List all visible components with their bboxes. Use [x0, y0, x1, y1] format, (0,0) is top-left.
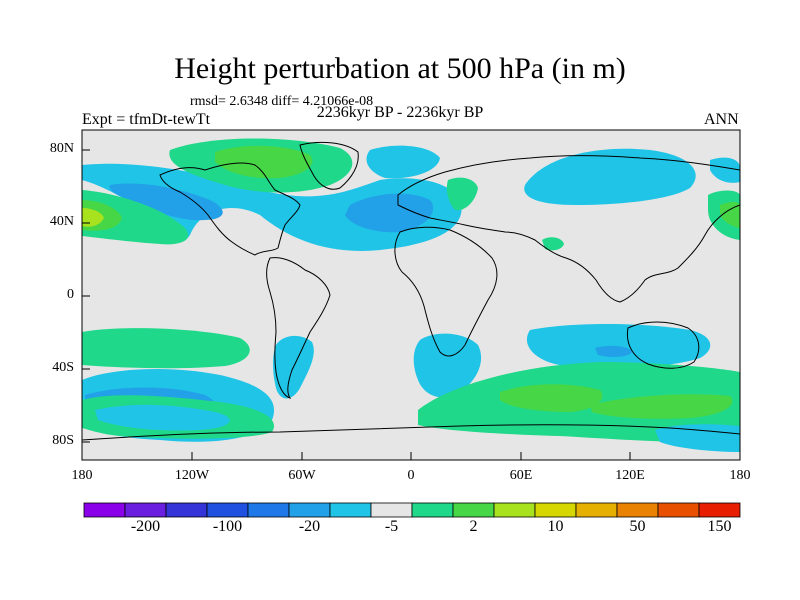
colorbar-swatch — [329, 502, 372, 518]
colorbar-swatch — [575, 502, 618, 518]
colorbar-swatch — [411, 502, 454, 518]
colorbar-label: -5 — [384, 518, 399, 535]
lon-label-0: 0 — [407, 468, 415, 483]
coastline-south-america — [266, 257, 331, 399]
contour-region — [82, 190, 189, 245]
colorbar-label: -100 — [212, 518, 243, 535]
coastline-greenland — [299, 141, 359, 190]
coastline-antarctica — [82, 424, 740, 460]
contour-field — [82, 130, 740, 460]
colorbar-swatch — [698, 502, 741, 518]
lat-label-80s: 80S — [52, 433, 74, 448]
colorbar-label: 2 — [469, 518, 478, 535]
colorbar-swatch — [247, 502, 290, 518]
lon-label-180w: 180 — [71, 468, 93, 483]
colorbar-swatch — [165, 502, 208, 518]
contour-region — [366, 145, 440, 179]
contour-region — [655, 424, 740, 452]
contour-region — [446, 177, 478, 211]
colorbar-swatch — [124, 502, 167, 518]
colorbar-swatch — [452, 502, 495, 518]
experiment-label: Expt = tfmDt-tewTt — [82, 111, 211, 128]
coastline-africa — [394, 226, 498, 357]
lat-label-40n: 40N — [49, 214, 74, 229]
coastline-australia — [626, 321, 700, 369]
period-label: 2236kyr BP - 2236kyr BP — [316, 104, 484, 121]
lat-label-80n: 80N — [49, 141, 74, 156]
lon-label-120e: 120E — [615, 468, 645, 483]
lon-label-180e: 180 — [729, 468, 751, 483]
colorbar-swatch — [288, 502, 331, 518]
contour-region — [595, 345, 632, 357]
lat-label-0: 0 — [67, 287, 74, 302]
plot-title: Height perturbation at 500 hPa (in m) — [174, 52, 626, 85]
colorbar-label: 10 — [547, 518, 564, 535]
colorbar-swatch — [616, 502, 659, 518]
colorbar-swatch — [83, 502, 126, 518]
contour-region — [500, 384, 603, 412]
coastline-north-america — [159, 162, 301, 256]
contour-region — [109, 183, 223, 221]
contour-region — [413, 333, 482, 398]
season-label: ANN — [704, 111, 739, 128]
contour-region — [215, 145, 313, 179]
lat-label-40s: 40S — [52, 360, 74, 375]
colorbar-label: -200 — [130, 518, 161, 535]
contour-region — [345, 193, 434, 233]
lon-label-60w: 60W — [288, 468, 316, 483]
colorbar-label: -20 — [298, 518, 321, 535]
colorbar-swatch — [206, 502, 249, 518]
contour-region — [720, 201, 740, 228]
coastline-eurasia — [397, 155, 740, 303]
stats-label: rmsd= 2.6348 diff= 4.21066e-08 — [190, 94, 374, 109]
contour-region — [590, 394, 733, 419]
colorbar — [83, 502, 741, 518]
contour-region — [542, 237, 564, 251]
colorbar-swatch — [493, 502, 536, 518]
contour-region — [82, 328, 250, 369]
colorbar-label: 50 — [629, 518, 646, 535]
contour-region — [526, 324, 711, 368]
colorbar-swatch — [370, 502, 413, 518]
contour-region — [82, 208, 104, 227]
axis-ticks — [81, 149, 741, 460]
lon-label-120w: 120W — [174, 468, 210, 483]
colorbar-label: 150 — [707, 518, 732, 535]
colorbar-swatch — [534, 502, 577, 518]
colorbar-swatch — [657, 502, 700, 518]
contour-region — [95, 404, 230, 431]
coastlines — [82, 141, 740, 460]
contour-region — [710, 157, 740, 183]
contour-region — [524, 148, 696, 205]
lon-label-60e: 60E — [509, 468, 533, 483]
